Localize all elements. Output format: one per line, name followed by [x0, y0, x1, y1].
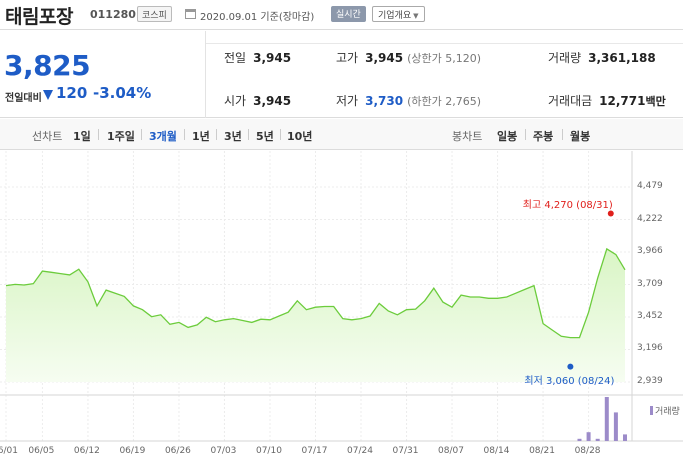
tab-daily[interactable]: 일봉	[497, 130, 518, 143]
volume-bar	[577, 438, 582, 441]
high-label: 고가	[336, 51, 359, 65]
tab-1y[interactable]: 1년	[192, 130, 210, 143]
volume-bar	[604, 397, 609, 441]
y-tick-label: 3,452	[637, 311, 663, 322]
company-info-label: 기업개요	[378, 11, 412, 21]
prev-close-label: 전일	[224, 51, 247, 65]
volume-legend-label: 거래량	[655, 407, 680, 417]
volume-bar	[613, 412, 618, 441]
tab-divider	[562, 129, 563, 140]
high-price: 고가 3,945 (상한가 5,120)	[336, 49, 481, 66]
tab-3y[interactable]: 3년	[224, 130, 242, 143]
tab-divider	[98, 129, 99, 140]
summary-row-divider	[206, 43, 683, 44]
line-chart-label: 선차트	[32, 130, 63, 143]
y-tick-label: 4,222	[637, 213, 663, 224]
price-chart: 거래량 최고 4,270 (08/31) 최저 3,060 (08/24) 4,47…	[0, 151, 683, 458]
price-change: 120	[56, 84, 88, 102]
tab-1w[interactable]: 1주일	[107, 130, 135, 143]
summary-divider	[205, 31, 206, 118]
x-tick-label: 07/03	[210, 446, 237, 456]
prev-close-value: 3,945	[253, 51, 292, 65]
high-value: 3,945	[365, 51, 404, 65]
y-tick-label: 2,939	[637, 376, 663, 386]
volume-swatch	[650, 406, 653, 415]
low-price: 저가 3,730 (하한가 2,765)	[336, 92, 481, 109]
y-tick-label: 3,966	[637, 245, 663, 256]
x-tick-label: 07/24	[347, 446, 373, 456]
volume-value: 3,361,188	[588, 51, 656, 65]
price-chart-svg	[0, 151, 683, 442]
low-label: 저가	[336, 94, 359, 108]
price-change-pct: -3.04%	[93, 84, 152, 102]
y-tick-label: 3,196	[637, 343, 663, 354]
x-tick-label: 07/17	[301, 446, 328, 456]
high-annotation: 최고 4,270 (08/31)	[522, 200, 613, 212]
tab-1d[interactable]: 1일	[73, 130, 91, 143]
x-tick-label: 08/21	[529, 446, 555, 456]
tab-3m[interactable]: 3개월	[149, 130, 177, 143]
x-tick-label: 06/01	[0, 446, 18, 456]
volume-bar	[595, 438, 600, 441]
trade-amount: 거래대금 12,771백만	[548, 92, 666, 109]
down-arrow-icon	[43, 90, 53, 100]
calendar-icon	[185, 9, 196, 19]
y-tick-label: 4,479	[637, 181, 663, 191]
amount-unit: 백만	[645, 95, 666, 108]
volume-bar	[623, 434, 627, 441]
amount-value: 12,771	[599, 94, 646, 108]
tab-divider	[141, 129, 142, 140]
x-tick-label: 07/10	[255, 446, 282, 456]
current-price: 3,825	[4, 49, 91, 82]
price-line	[5, 247, 626, 339]
x-tick-label: 07/31	[392, 446, 419, 456]
tab-5y[interactable]: 5년	[256, 130, 274, 143]
x-tick-label: 08/07	[438, 446, 464, 456]
low-annotation: 최저 3,060 (08/24)	[524, 375, 615, 387]
company-info-dropdown[interactable]: 기업개요 ▼	[372, 6, 425, 22]
x-tick-label: 06/26	[164, 446, 191, 456]
tab-10y[interactable]: 10년	[287, 130, 313, 143]
tab-monthly[interactable]: 월봉	[570, 130, 591, 143]
low-value: 3,730	[365, 94, 404, 108]
x-tick-label: 08/14	[483, 446, 510, 456]
tab-divider	[248, 129, 249, 140]
tab-weekly[interactable]: 주봉	[533, 130, 554, 143]
open-price: 시가 3,945	[224, 92, 291, 109]
change-label: 전일대비	[5, 93, 42, 104]
chart-tabs: 선차트 1일 1주일 3개월 1년 3년 5년 10년 봉차트 일봉 주봉 월봉	[0, 119, 683, 150]
upper-limit: (상한가 5,120)	[407, 52, 481, 65]
high-marker	[607, 210, 614, 217]
quote-date: 2020.09.01 기준(장마감)	[200, 12, 315, 23]
price-summary: 3,825 전일대비 120 -3.04%	[0, 31, 683, 118]
amount-label: 거래대금	[548, 94, 593, 108]
tab-divider	[216, 129, 217, 140]
open-label: 시가	[224, 94, 247, 108]
market-badge: 코스피	[137, 6, 172, 22]
x-tick-label: 06/05	[28, 446, 55, 456]
prev-close: 전일 3,945	[224, 49, 291, 66]
tab-divider	[280, 129, 281, 140]
stock-code: 011280	[90, 8, 136, 21]
lower-limit: (하한가 2,765)	[407, 95, 481, 108]
candle-chart-label: 봉차트	[452, 130, 483, 143]
volume-legend: 거래량	[650, 404, 680, 417]
stock-name: 태림포장	[5, 6, 73, 28]
price-area	[6, 248, 625, 382]
realtime-button[interactable]: 실시간	[331, 6, 366, 22]
x-tick-label: 06/19	[119, 446, 146, 456]
open-value: 3,945	[253, 94, 292, 108]
volume: 거래량 3,361,188	[548, 49, 656, 66]
x-tick-label: 08/28	[574, 446, 601, 456]
tab-divider	[184, 129, 185, 140]
stock-header: 태림포장 011280 코스피 2020.09.01 기준(장마감) 실시간 기…	[0, 0, 683, 30]
volume-bar	[586, 432, 591, 441]
tab-divider	[525, 129, 526, 140]
x-tick-label: 06/12	[73, 446, 100, 456]
volume-label: 거래량	[548, 51, 582, 65]
low-marker	[567, 363, 574, 370]
y-tick-label: 3,709	[637, 278, 663, 289]
chevron-down-icon: ▼	[413, 12, 419, 20]
